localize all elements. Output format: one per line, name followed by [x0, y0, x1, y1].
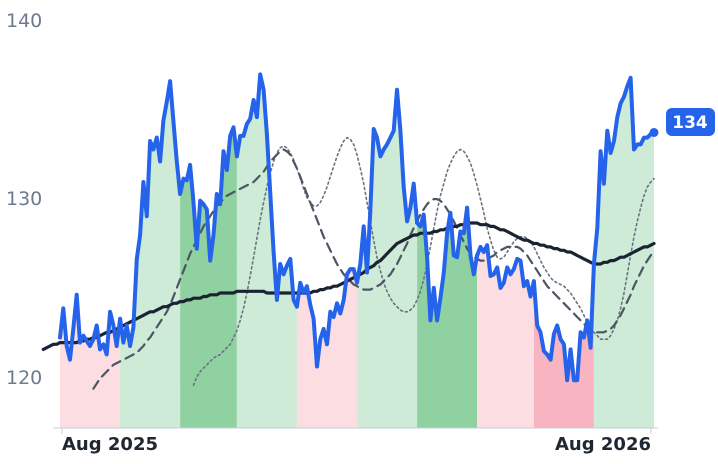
trend-band-up	[120, 81, 181, 428]
price-line	[58, 72, 656, 383]
y-tick-label: 130	[6, 188, 42, 210]
x-tick-label: Aug 2026	[555, 434, 651, 455]
y-tick-label: 140	[6, 10, 42, 32]
long-moving-average-line	[41, 221, 656, 351]
last-value-badge	[666, 108, 715, 136]
series-lines	[41, 72, 656, 390]
trend-band-down	[477, 245, 534, 428]
trend-bands	[60, 74, 654, 429]
trend-band-up	[417, 207, 478, 428]
x-axis-ticks: Aug 2025 Aug 2026	[61, 428, 652, 455]
trend-band-up	[593, 77, 654, 429]
trend-band-up	[236, 74, 297, 429]
y-tick-label: 120	[6, 367, 42, 389]
x-tick-label: Aug 2025	[62, 434, 158, 455]
y-axis-ticks: 140 130 120	[6, 10, 42, 389]
last-value-marker: 134	[649, 108, 715, 137]
last-value-dot	[649, 127, 659, 137]
last-value-label: 134	[672, 113, 708, 133]
